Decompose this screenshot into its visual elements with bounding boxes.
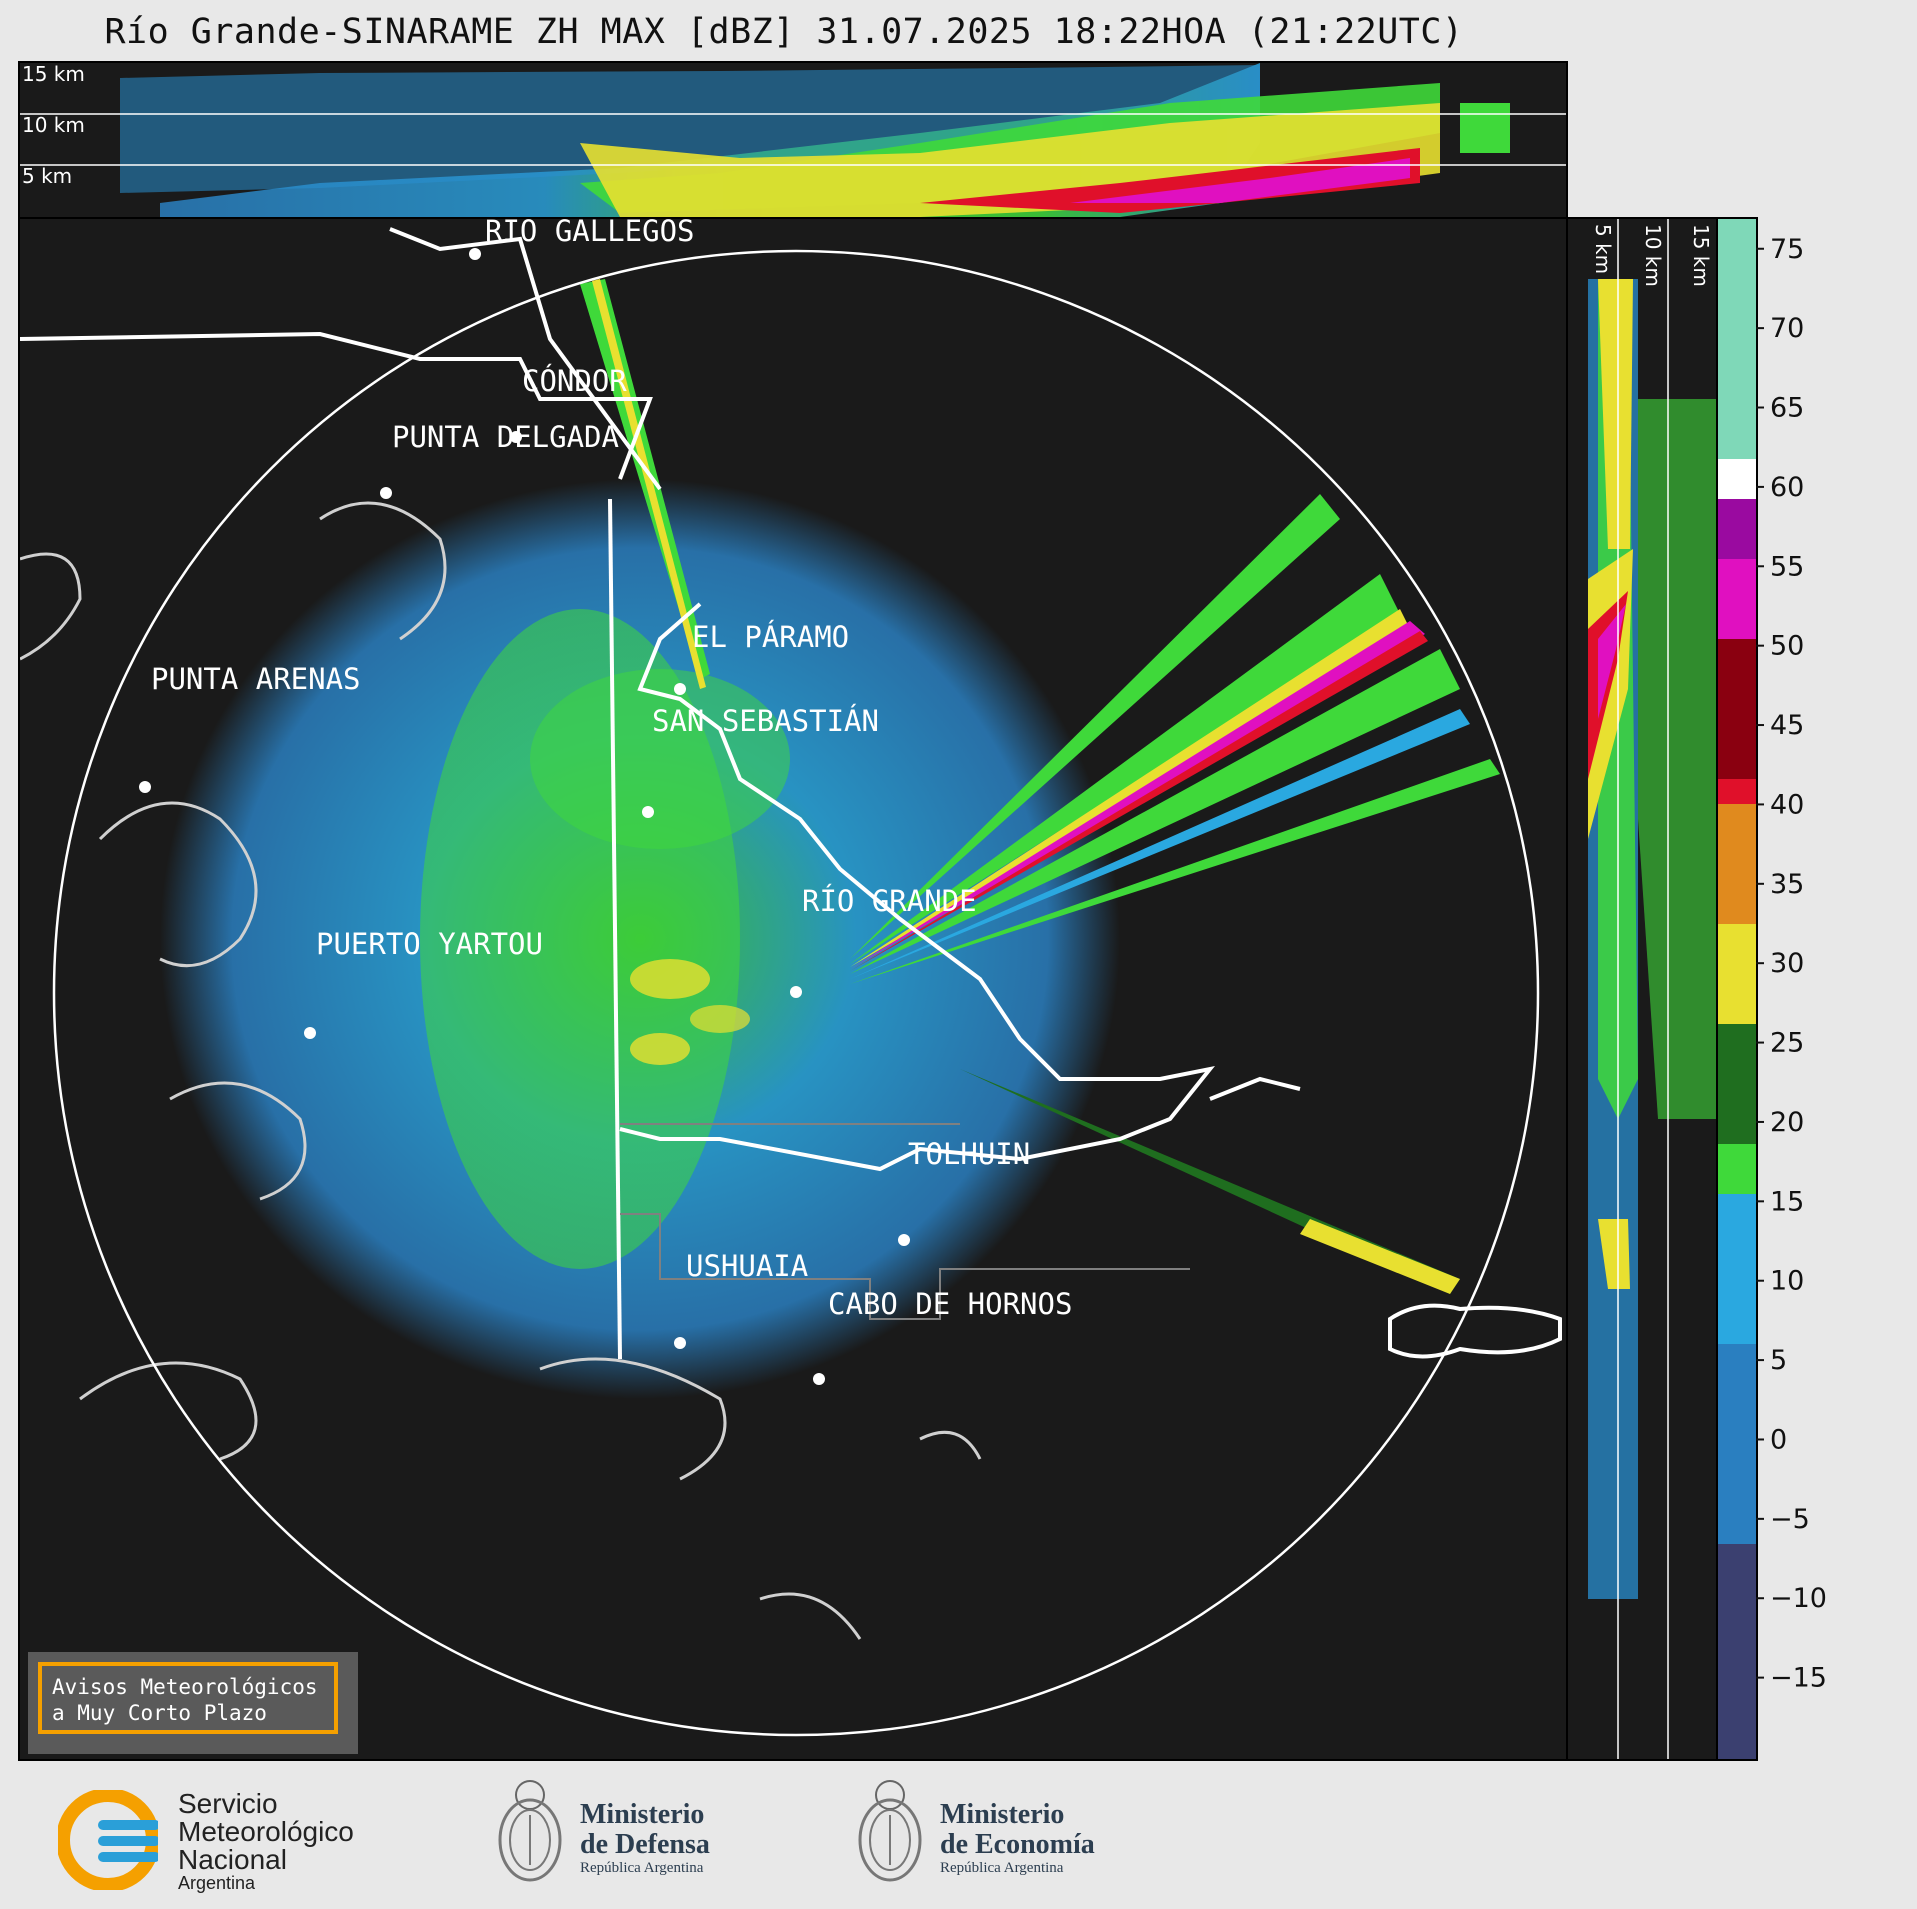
avisos-line1: Avisos Meteorológicos xyxy=(52,1675,318,1699)
colorbar-tick-label: 45 xyxy=(1770,710,1804,741)
city-dot-puerto-yartou xyxy=(304,1027,316,1039)
colorbar-tick-label: 50 xyxy=(1770,631,1804,662)
page-title: Río Grande-SINARAME ZH MAX [dBZ] 31.07.2… xyxy=(104,12,1464,52)
colorbar-tick-label: 65 xyxy=(1770,393,1804,424)
side-height-label-10: 10 km xyxy=(1641,224,1665,287)
economia-line1: Ministerio xyxy=(940,1799,1065,1830)
defensa-line1: Ministerio xyxy=(580,1799,705,1830)
city-dot-cabo-de-hornos xyxy=(813,1373,825,1385)
colorbar-tick-label: 70 xyxy=(1770,313,1804,344)
smn-line4: Argentina xyxy=(178,1873,256,1893)
economia-line2: de Economía xyxy=(940,1829,1095,1860)
city-dot-rio-gallegos xyxy=(469,248,481,260)
city-dot-punta-arenas xyxy=(139,781,151,793)
colorbar-tick-label: 15 xyxy=(1770,1186,1804,1217)
city-dot-tolhuin xyxy=(898,1234,910,1246)
city-dot-punta-delgada xyxy=(380,487,392,499)
side-height-label-5: 5 km xyxy=(1591,224,1615,274)
city-label-cabo-de-hornos: CABO DE HORNOS xyxy=(828,1287,1072,1321)
smn-line3: Nacional xyxy=(178,1844,287,1875)
city-dot-ushuaia xyxy=(674,1337,686,1349)
top-cross-section-panel: 15 km 10 km 5 km xyxy=(18,61,1568,219)
smn-logo-icon xyxy=(58,1790,158,1890)
colorbar-tick-label: 35 xyxy=(1770,869,1804,900)
side-cross-section-panel: 5 km 10 km 15 km xyxy=(1566,217,1718,1761)
city-label-condor: CÓNDOR xyxy=(522,364,627,398)
top-height-label-15: 15 km xyxy=(22,63,85,86)
coat-of-arms-icon xyxy=(498,1780,562,1882)
smn-logo: Servicio Meteorológico Nacional Argentin… xyxy=(58,1788,408,1893)
city-label-punta-arenas: PUNTA ARENAS xyxy=(151,662,361,696)
top-height-label-10: 10 km xyxy=(22,113,85,137)
colorbar-tick-label: 60 xyxy=(1770,472,1804,503)
dbz-colorbar xyxy=(1716,217,1758,1761)
borders xyxy=(20,227,1301,1360)
defensa-line2: de Defensa xyxy=(580,1829,710,1860)
city-dot-san-sebastian xyxy=(642,806,654,818)
coat-of-arms-icon xyxy=(858,1780,922,1882)
coastlines xyxy=(20,501,982,1640)
smn-line2: Meteorológico xyxy=(178,1816,354,1847)
colorbar-scale xyxy=(1718,219,1756,1759)
defensa-sub: República Argentina xyxy=(580,1860,704,1876)
top-height-label-5: 5 km xyxy=(22,164,72,188)
avisos-line2: a Muy Corto Plazo xyxy=(52,1701,267,1725)
defensa-logo: Ministerio de Defensa República Argentin… xyxy=(495,1775,795,1900)
colorbar-tick-label: −15 xyxy=(1770,1663,1827,1694)
colorbar-tick-label: 5 xyxy=(1770,1345,1787,1376)
economia-logo: Ministerio de Economía República Argenti… xyxy=(855,1775,1155,1900)
economia-sub: República Argentina xyxy=(940,1860,1064,1876)
side-height-label-15: 15 km xyxy=(1689,224,1713,287)
colorbar-tick-label: −10 xyxy=(1770,1583,1827,1614)
range-ring xyxy=(52,249,1540,1737)
colorbar-tick-label: 40 xyxy=(1770,789,1804,820)
smn-line1: Servicio xyxy=(178,1788,278,1819)
city-label-punta-delgada: PUNTA DELGADA xyxy=(392,420,619,454)
colorbar-tick-label: 20 xyxy=(1770,1107,1804,1138)
avisos-box: Avisos Meteorológicos a Muy Corto Plazo xyxy=(28,1652,358,1754)
colorbar-tick-label: 30 xyxy=(1770,948,1804,979)
city-dot-condor xyxy=(510,431,522,443)
city-label-ushuaia: USHUAIA xyxy=(686,1249,808,1283)
city-label-el-paramo: EL PÁRAMO xyxy=(692,620,849,654)
colorbar-tick-label: −5 xyxy=(1770,1504,1810,1535)
provincial-lines xyxy=(620,1123,1190,1320)
city-dot-el-paramo xyxy=(674,683,686,695)
colorbar-tick-label: 75 xyxy=(1770,234,1804,265)
colorbar-tick-label: 55 xyxy=(1770,551,1804,582)
city-label-tolhuin: TOLHUIN xyxy=(908,1137,1030,1171)
radar-map-panel: RÍO GALLEGOS CÓNDOR PUNTA DELGADA EL PÁR… xyxy=(18,217,1568,1761)
city-label-san-sebastian: SAN SEBASTIÁN xyxy=(652,704,879,738)
footer: Servicio Meteorológico Nacional Argentin… xyxy=(0,1760,1917,1909)
avisos-inner: Avisos Meteorológicos a Muy Corto Plazo xyxy=(38,1662,338,1734)
city-dot-rio-grande xyxy=(790,986,802,998)
radar-spikes xyxy=(580,279,1500,1294)
colorbar-tick-label: 10 xyxy=(1770,1266,1804,1297)
city-markers: RÍO GALLEGOS CÓNDOR PUNTA DELGADA EL PÁR… xyxy=(139,219,1072,1385)
colorbar-tick-label: 25 xyxy=(1770,1028,1804,1059)
city-label-rio-gallegos: RÍO GALLEGOS xyxy=(485,219,695,248)
city-label-rio-grande: RÍO GRANDE xyxy=(802,884,977,918)
colorbar-tick-label: 0 xyxy=(1770,1424,1787,1455)
city-label-puerto-yartou: PUERTO YARTOU xyxy=(316,927,543,961)
